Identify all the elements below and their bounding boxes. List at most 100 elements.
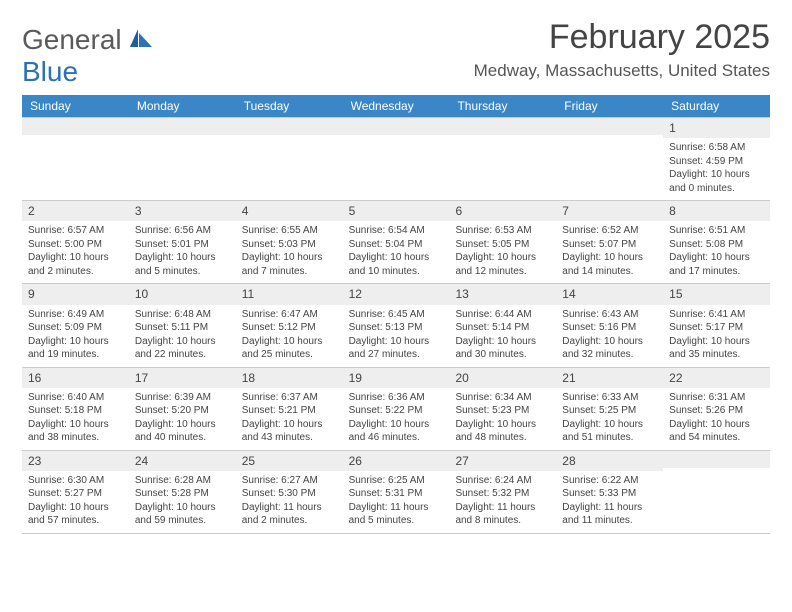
day-detail-line: Sunset: 5:08 PM [669, 238, 764, 252]
day-details: Sunrise: 6:47 AMSunset: 5:12 PMDaylight:… [242, 308, 337, 362]
day-cell: 14Sunrise: 6:43 AMSunset: 5:16 PMDayligh… [556, 284, 663, 366]
day-number: 15 [663, 284, 770, 304]
day-detail-line: Daylight: 10 hours and 43 minutes. [242, 418, 337, 445]
day-cell: 13 Sunrise: 6:44 AMSunset: 5:14 PMDayligh… [449, 284, 556, 366]
day-detail-line: Sunrise: 6:27 AM [242, 474, 337, 488]
day-detail-line: Sunset: 5:16 PM [562, 321, 657, 335]
day-cell: 20Sunrise: 6:34 AMSunset: 5:23 PMDayligh… [449, 368, 556, 450]
week-row: 1Sunrise: 6:58 AMSunset: 4:59 PMDaylight… [22, 118, 770, 201]
week-row: 23Sunrise: 6:30 AMSunset: 5:27 PMDayligh… [22, 451, 770, 534]
day-details: Sunrise: 6:36 AMSunset: 5:22 PMDaylight:… [349, 391, 444, 445]
day-number [129, 118, 236, 135]
day-cell: 2Sunrise: 6:57 AMSunset: 5:00 PMDaylight… [22, 201, 129, 283]
day-detail-line: Sunrise: 6:48 AM [135, 308, 230, 322]
day-cell: 24 Sunrise: 6:28 AMSunset: 5:28 PMDayligh… [129, 451, 236, 533]
day-detail-line: Sunset: 5:31 PM [349, 487, 444, 501]
day-detail-line: Daylight: 10 hours and 14 minutes. [562, 251, 657, 278]
day-detail-line: Sunset: 5:17 PM [669, 321, 764, 335]
day-cell: 6Sunrise: 6:53 AMSunset: 5:05 PMDaylight… [449, 201, 556, 283]
day-cell: 17Sunrise: 6:39 AMSunset: 5:20 PMDayligh… [129, 368, 236, 450]
day-detail-line: Sunrise: 6:57 AM [28, 224, 123, 238]
day-detail-line: Sunrise: 6:53 AM [455, 224, 550, 238]
day-number: 13 [449, 284, 556, 304]
day-number: 21 [556, 368, 663, 388]
day-details: Sunrise: 6:41 AMSunset: 5:17 PMDaylight:… [669, 308, 764, 362]
day-details: Sunrise: 6:40 AMSunset: 5:18 PMDaylight:… [28, 391, 123, 445]
day-details: Sunrise: 6:56 AMSunset: 5:01 PMDaylight:… [135, 224, 230, 278]
day-number: 19 [343, 368, 450, 388]
day-cell: 10Sunrise: 6:48 AMSunset: 5:11 PMDayligh… [129, 284, 236, 366]
day-detail-line: Sunrise: 6:43 AM [562, 308, 657, 322]
day-details: Sunrise: 6:34 AMSunset: 5:23 PMDaylight:… [455, 391, 550, 445]
logo-text-general: General [22, 24, 122, 56]
day-details: Sunrise: 6:30 AMSunset: 5:27 PMDaylight:… [28, 474, 123, 528]
day-cell: 28Sunrise: 6:22 AMSunset: 5:33 PMDayligh… [556, 451, 663, 533]
day-details: Sunrise: 6:44 AMSunset: 5:14 PMDaylight:… [455, 308, 550, 362]
day-detail-line: Sunrise: 6:55 AM [242, 224, 337, 238]
weekday-header-row: SundayMondayTuesdayWednesdayThursdayFrid… [22, 95, 770, 117]
day-detail-line: Sunrise: 6:41 AM [669, 308, 764, 322]
day-details: Sunrise: 6:33 AMSunset: 5:25 PMDaylight:… [562, 391, 657, 445]
day-cell: 12Sunrise: 6:45 AMSunset: 5:13 PMDayligh… [343, 284, 450, 366]
day-detail-line: Sunrise: 6:25 AM [349, 474, 444, 488]
day-detail-line: Sunset: 5:23 PM [455, 404, 550, 418]
day-detail-line: Sunset: 5:33 PM [562, 487, 657, 501]
day-details: Sunrise: 6:54 AMSunset: 5:04 PMDaylight:… [349, 224, 444, 278]
day-cell: 26Sunrise: 6:25 AMSunset: 5:31 PMDayligh… [343, 451, 450, 533]
day-number [556, 118, 663, 135]
logo-text-blue: Blue [22, 56, 78, 87]
day-detail-line: Daylight: 10 hours and 48 minutes. [455, 418, 550, 445]
day-cell: 11Sunrise: 6:47 AMSunset: 5:12 PMDayligh… [236, 284, 343, 366]
week-row: 9Sunrise: 6:49 AMSunset: 5:09 PMDaylight… [22, 284, 770, 367]
day-number: 7 [556, 201, 663, 221]
day-details: Sunrise: 6:31 AMSunset: 5:26 PMDaylight:… [669, 391, 764, 445]
day-number: 5 [343, 201, 450, 221]
day-detail-line: Sunrise: 6:40 AM [28, 391, 123, 405]
day-number: 4 [236, 201, 343, 221]
day-details: Sunrise: 6:49 AMSunset: 5:09 PMDaylight:… [28, 308, 123, 362]
day-detail-line: Sunrise: 6:37 AM [242, 391, 337, 405]
day-detail-line: Sunrise: 6:58 AM [669, 141, 764, 155]
location-text: Medway, Massachusetts, United States [474, 61, 770, 81]
day-detail-line: Sunrise: 6:45 AM [349, 308, 444, 322]
day-cell: 4 Sunrise: 6:55 AMSunset: 5:03 PMDaylight… [236, 201, 343, 283]
day-number: 24 [129, 451, 236, 471]
weekday-header: Tuesday [236, 95, 343, 117]
day-details: Sunrise: 6:39 AMSunset: 5:20 PMDaylight:… [135, 391, 230, 445]
page-header: General February 2025 Medway, Massachuse… [22, 18, 770, 81]
day-detail-line: Sunrise: 6:33 AM [562, 391, 657, 405]
day-number: 3 [129, 201, 236, 221]
day-detail-line: Daylight: 10 hours and 57 minutes. [28, 501, 123, 528]
day-detail-line: Daylight: 10 hours and 46 minutes. [349, 418, 444, 445]
week-row: 2Sunrise: 6:57 AMSunset: 5:00 PMDaylight… [22, 201, 770, 284]
day-detail-line: Daylight: 10 hours and 10 minutes. [349, 251, 444, 278]
day-details: Sunrise: 6:55 AMSunset: 5:03 PMDaylight:… [242, 224, 337, 278]
day-detail-line: Sunset: 5:22 PM [349, 404, 444, 418]
weekday-header: Sunday [22, 95, 129, 117]
day-cell [129, 118, 236, 200]
day-detail-line: Daylight: 10 hours and 59 minutes. [135, 501, 230, 528]
day-detail-line: Sunset: 5:13 PM [349, 321, 444, 335]
day-detail-line: Sunset: 5:18 PM [28, 404, 123, 418]
day-number [22, 118, 129, 135]
day-detail-line: Sunset: 5:05 PM [455, 238, 550, 252]
day-number: 10 [129, 284, 236, 304]
day-detail-line: Daylight: 10 hours and 7 minutes. [242, 251, 337, 278]
day-detail-line: Sunrise: 6:44 AM [455, 308, 550, 322]
day-cell [343, 118, 450, 200]
day-cell: 21 Sunrise: 6:33 AMSunset: 5:25 PMDayligh… [556, 368, 663, 450]
day-cell [449, 118, 556, 200]
day-detail-line: Daylight: 10 hours and 17 minutes. [669, 251, 764, 278]
day-details: Sunrise: 6:43 AMSunset: 5:16 PMDaylight:… [562, 308, 657, 362]
day-detail-line: Sunset: 5:28 PM [135, 487, 230, 501]
day-details: Sunrise: 6:58 AMSunset: 4:59 PMDaylight:… [669, 141, 764, 195]
day-detail-line: Sunrise: 6:28 AM [135, 474, 230, 488]
day-detail-line: Sunrise: 6:22 AM [562, 474, 657, 488]
day-cell: 3 Sunrise: 6:56 AMSunset: 5:01 PMDaylight… [129, 201, 236, 283]
title-block: February 2025 Medway, Massachusetts, Uni… [474, 18, 770, 81]
day-number [449, 118, 556, 135]
month-title: February 2025 [474, 18, 770, 57]
day-detail-line: Sunrise: 6:30 AM [28, 474, 123, 488]
day-details: Sunrise: 6:22 AMSunset: 5:33 PMDaylight:… [562, 474, 657, 528]
day-detail-line: Sunset: 5:26 PM [669, 404, 764, 418]
